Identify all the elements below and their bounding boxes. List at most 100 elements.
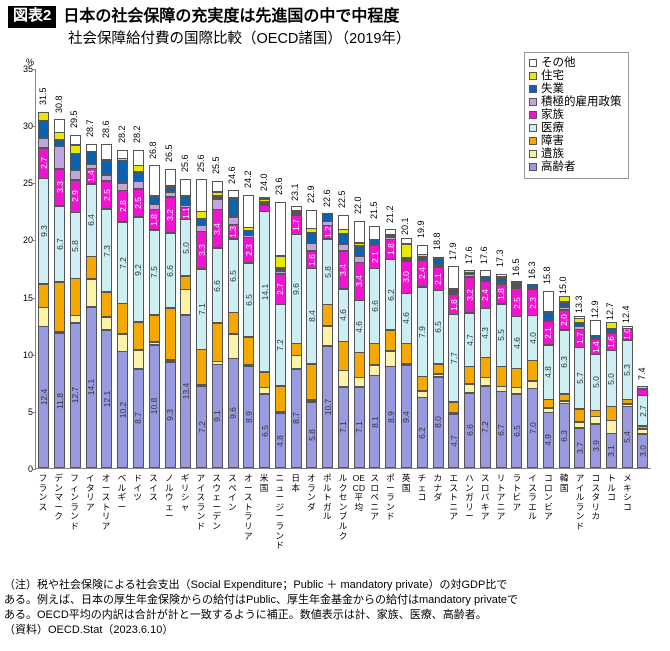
bar-segment-失業[interactable] [542,313,554,321]
stacked-bar[interactable]: 10.7 5.8 1.2 22.6 [322,189,334,468]
bar-segment-医療[interactable]: 4.6 [400,293,412,344]
bar-slot[interactable]: 12.1 7.3 2.5 28.6 [99,69,115,468]
bar-segment-積極的雇用政策[interactable] [196,225,208,232]
stacked-bar[interactable]: 8.7 9.2 2.5 28.2 [132,125,144,468]
bar-segment-遺族[interactable] [211,361,223,365]
bar-segment-その他[interactable] [542,291,554,313]
stacked-bar[interactable]: 6.6 4.7 3.2 17.6 [464,246,476,468]
bar-segment-高齢者[interactable]: 5.8 [306,401,318,468]
bar-segment-家族[interactable]: 1.1 [180,207,192,220]
bar-segment-積極的雇用政策[interactable] [590,337,602,340]
stacked-bar[interactable]: 8.0 6.5 2.1 18.8 [432,233,444,468]
bar-segment-住宅[interactable] [54,132,66,141]
bar-segment-遺族[interactable] [448,412,460,415]
bar-slot[interactable]: 8.7 9.6 1.7 23.1 [288,69,304,468]
bar-segment-家族[interactable]: 1.6 [306,250,318,269]
bar-segment-医療[interactable]: 7.3 [101,208,113,293]
bar-segment-医療[interactable]: 6.2 [385,259,397,331]
bar-segment-高齢者[interactable]: 4.7 [448,414,460,468]
bar-segment-住宅[interactable] [227,197,239,200]
bar-segment-家族[interactable]: 2.1 [369,244,381,269]
bar-segment-失業[interactable] [369,239,381,244]
bar-segment-積極的雇用政策[interactable] [211,198,223,210]
bar-segment-医療[interactable]: 4.0 [527,315,539,361]
legend-item[interactable]: 遺族 [529,148,622,161]
bar-segment-積極的雇用政策[interactable] [337,244,349,252]
bar-slot[interactable]: 13.4 5.0 1.1 25.6 [178,69,194,468]
bar-segment-高齢者[interactable]: 12.7 [69,322,81,468]
bar-segment-積極的雇用政策[interactable] [574,326,586,330]
bar-segment-家族[interactable]: 2.3 [527,289,539,316]
bar-segment-住宅[interactable] [353,242,365,247]
bar-segment-家族[interactable]: 2.5 [511,288,523,317]
bar-segment-家族[interactable]: 1.7 [574,329,586,348]
bar-segment-失業[interactable] [416,256,428,259]
bar-segment-家族[interactable]: 2.1 [542,321,554,346]
bar-segment-積極的雇用政策[interactable] [448,292,460,295]
bar-segment-失業[interactable] [38,120,50,139]
bar-slot[interactable]: 5.4 5.3 1.0 12.4 [619,69,635,468]
bar-segment-積極的雇用政策[interactable] [416,257,428,261]
bar-segment-遺族[interactable] [621,403,633,407]
bar-segment-積極的雇用政策[interactable] [101,174,113,182]
bar-segment-高齢者[interactable]: 11.8 [54,333,66,468]
bar-slot[interactable]: 8.9 6.5 2.3 24.2 [241,69,257,468]
stacked-bar[interactable]: 8.1 6.6 2.1 21.5 [369,202,381,468]
bar-slot[interactable]: 8.7 9.2 2.5 28.2 [131,69,147,468]
bar-segment-障害[interactable] [54,281,66,333]
bar-segment-高齢者[interactable]: 7.0 [527,388,539,468]
bar-segment-医療[interactable]: 6.6 [211,247,223,324]
bar-segment-失業[interactable] [511,283,523,288]
bar-segment-遺族[interactable] [274,411,286,414]
bar-slot[interactable]: 6.5 14.1 24.0 [257,69,273,468]
stacked-bar[interactable]: 3.1 5.0 1.6 12.7 [605,302,617,468]
bar-segment-高齢者[interactable]: 3.0 [637,433,649,468]
bar-slot[interactable]: 4.8 7.2 2.7 23.6 [272,69,288,468]
bar-segment-失業[interactable] [243,230,255,236]
bar-segment-その他[interactable] [117,149,129,159]
bar-segment-家族[interactable]: 1.4 [85,168,97,185]
bar-segment-遺族[interactable] [54,331,66,334]
bar-segment-医療[interactable]: 4.6 [353,300,365,353]
bar-segment-住宅[interactable] [337,229,349,234]
bar-segment-遺族[interactable] [527,380,539,389]
bar-segment-障害[interactable] [38,283,50,308]
bar-segment-その他[interactable] [511,280,523,283]
bar-segment-住宅[interactable] [385,234,397,237]
bar-segment-住宅[interactable] [69,144,81,154]
bar-segment-その他[interactable] [432,256,444,259]
bar-segment-家族[interactable]: 1.6 [605,333,617,351]
bar-segment-その他[interactable] [69,134,81,146]
bar-segment-高齢者[interactable]: 9.4 [400,365,412,468]
bar-segment-医療[interactable]: 7.2 [274,304,286,387]
bar-segment-家族[interactable]: 3.4 [211,209,223,249]
bar-segment-遺族[interactable] [590,416,602,425]
bar-segment-家族[interactable]: 1.3 [227,224,239,240]
stacked-bar[interactable]: 6.2 7.9 2.4 19.9 [416,220,428,468]
bar-segment-遺族[interactable] [322,325,334,347]
bar-segment-家族[interactable]: 2.1 [432,266,444,291]
bar-segment-住宅[interactable] [542,311,554,314]
bar-segment-家族[interactable]: 1.8 [495,283,507,305]
bar-segment-医療[interactable]: 5.0 [605,350,617,407]
bar-segment-遺族[interactable] [385,350,397,367]
bar-slot[interactable]: 6.5 4.6 2.5 16.5 [509,69,525,468]
bar-segment-遺族[interactable] [85,278,97,308]
bar-segment-高齢者[interactable]: 8.9 [385,366,397,468]
bar-segment-住宅[interactable] [196,211,208,220]
bar-segment-遺族[interactable] [196,384,208,387]
bar-segment-住宅[interactable] [605,322,617,330]
bar-segment-家族[interactable]: 1.0 [621,328,633,340]
bar-segment-障害[interactable] [274,385,286,413]
bar-segment-住宅[interactable] [448,288,460,291]
bar-segment-高齢者[interactable]: 7.1 [337,386,349,468]
bar-slot[interactable]: 7.0 4.0 2.3 16.3 [525,69,541,468]
bar-segment-失業[interactable] [590,335,602,338]
bar-segment-その他[interactable] [495,273,507,277]
bar-segment-積極的雇用政策[interactable] [69,169,81,181]
bar-segment-高齢者[interactable]: 6.3 [558,403,570,468]
bar-segment-家族[interactable]: 1.2 [322,225,334,240]
bar-segment-障害[interactable] [416,376,428,392]
bar-slot[interactable]: 4.7 7.7 1.8 17.9 [446,69,462,468]
bar-segment-遺族[interactable] [574,421,586,429]
